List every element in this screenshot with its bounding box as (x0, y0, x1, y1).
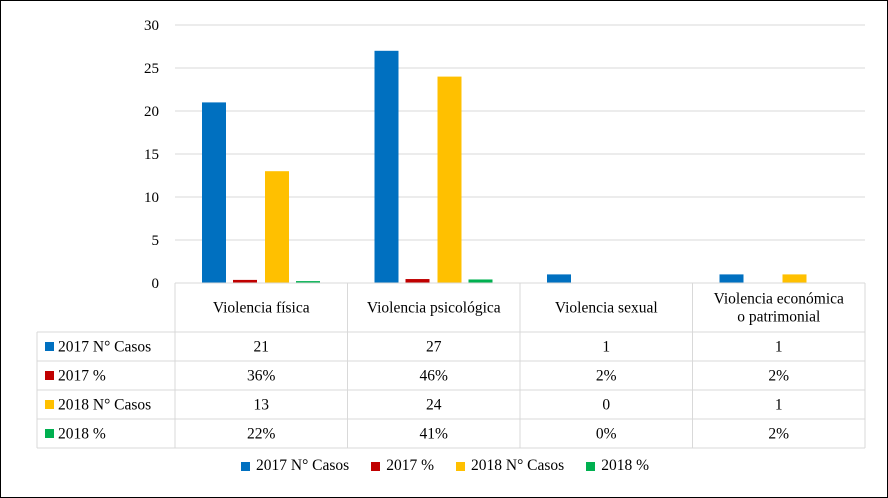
bar (233, 279, 257, 283)
legend-label: 2018 N° Casos (471, 457, 565, 474)
row-legend-swatch (45, 400, 54, 409)
table-cell: 1 (602, 339, 610, 356)
table-cell: 46% (420, 368, 449, 385)
bar (547, 274, 571, 283)
category-label: Violencia psicológica (367, 300, 501, 317)
bar (468, 279, 493, 283)
bar (296, 281, 320, 283)
y-tick-label: 10 (144, 190, 159, 206)
row-label: 2018 N° Casos (58, 397, 151, 414)
table-cell: 21 (254, 339, 270, 356)
bars (202, 50, 838, 284)
legend-swatch (371, 461, 381, 471)
legend-swatch (456, 461, 465, 471)
bar (202, 102, 226, 284)
legend-label: 2017 N° Casos (256, 457, 350, 474)
row-label: 2017 N° Casos (58, 339, 151, 356)
table-cell: 13 (254, 397, 270, 414)
table-cell: 1 (775, 397, 783, 414)
legend-label: 2018 % (601, 457, 649, 474)
y-tick-label: 20 (144, 104, 159, 120)
bar (719, 274, 744, 283)
table-cell: 0% (596, 426, 617, 443)
row-label: 2017 % (58, 368, 106, 385)
row-legend-swatch (45, 429, 54, 438)
table-cell: 0 (602, 397, 610, 414)
table-cell: 27 (426, 339, 442, 356)
table-cell: 41% (420, 426, 449, 443)
y-tick-label: 15 (144, 147, 159, 163)
category-label: Violencia sexual (555, 300, 658, 317)
data-table: Violencia física Violencia psicológica Vio… (36, 282, 866, 449)
table-cell: 22% (247, 426, 276, 443)
legend-label: 2017 % (386, 457, 434, 474)
y-tick-label: 0 (152, 276, 160, 292)
legend-item: 2017 N° Casos (241, 457, 349, 475)
row-legend-swatch (45, 371, 54, 380)
table-cell: 36% (247, 368, 276, 385)
bar (265, 171, 289, 283)
row-legend-swatch (45, 342, 54, 351)
row-label: 2018 % (58, 426, 106, 443)
category-label: Violencia económica (714, 291, 844, 308)
table-cell: 2% (768, 368, 789, 385)
table-cell: 24 (426, 397, 442, 414)
legend-swatch (586, 461, 596, 471)
y-tick-label: 30 (144, 18, 159, 34)
table-cell: 1 (775, 339, 783, 356)
category-label: o patrimonial (737, 309, 820, 326)
legend-item: 2018 % (586, 457, 649, 475)
bar (437, 76, 462, 283)
table-cell: 2% (768, 426, 789, 443)
bar (782, 274, 807, 283)
legend-swatch (241, 461, 251, 471)
y-axis-ticks: 0 5 10 15 20 25 30 (144, 18, 159, 292)
legend-item: 2018 N° Casos (456, 457, 564, 475)
gridlines (175, 24, 865, 241)
bar (405, 279, 430, 283)
legend-item: 2017 % (371, 457, 434, 475)
table-cell: 2% (596, 368, 617, 385)
y-tick-label: 5 (152, 233, 160, 249)
legend: 2017 N° Casos 2017 % 2018 N° Casos 2018 % (1, 457, 888, 475)
category-label: Violencia física (213, 300, 310, 317)
bar (374, 50, 399, 283)
y-tick-label: 25 (144, 61, 159, 77)
